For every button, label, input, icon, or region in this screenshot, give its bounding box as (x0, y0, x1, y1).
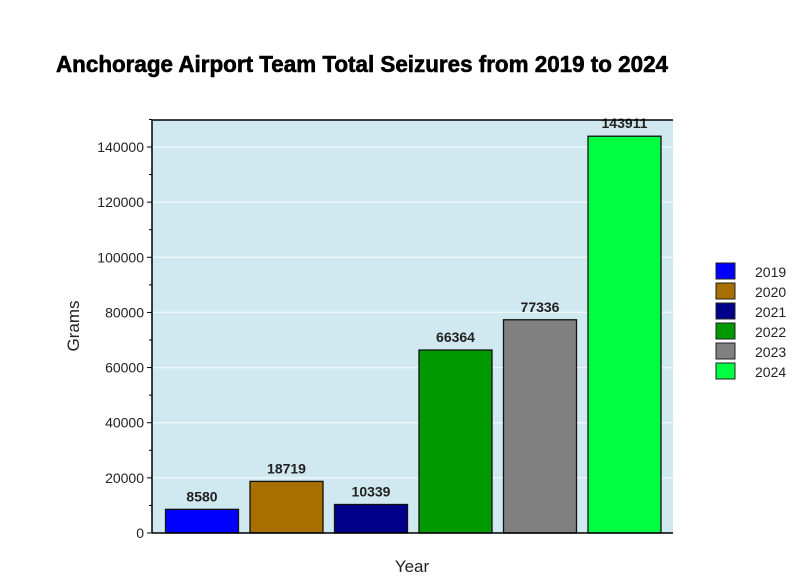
legend-label: 2023 (755, 344, 786, 360)
chart-title: Anchorage Airport Team Total Seizures fr… (56, 51, 668, 77)
legend-label: 2024 (755, 364, 786, 380)
bar-2022 (418, 349, 493, 534)
y-axis-label: Grams (64, 301, 83, 352)
bar-2020 (249, 480, 324, 534)
data-label: 18719 (267, 460, 306, 476)
data-label: 8580 (186, 488, 217, 504)
legend: 2019 2020 2021 2022 2023 2024 (715, 262, 786, 380)
data-label: 66364 (436, 329, 475, 345)
bar-2019 (164, 508, 240, 534)
bar-2021 (333, 503, 409, 534)
y-tick-label: 40000 (105, 415, 144, 431)
plot-area (152, 120, 673, 533)
legend-swatch-2021 (715, 302, 736, 320)
legend-label: 2022 (755, 324, 786, 340)
data-label: 77336 (521, 299, 560, 315)
y-tick-label: 140000 (97, 139, 144, 155)
y-tick-label: 100000 (97, 249, 144, 265)
legend-label: 2020 (755, 284, 786, 300)
data-label: 10339 (352, 483, 391, 499)
legend-swatch-2024 (715, 362, 736, 380)
bar-2023 (502, 319, 578, 534)
data-label: 143911 (602, 115, 648, 131)
y-tick-label: 0 (136, 525, 144, 541)
y-tick-label: 80000 (105, 304, 144, 320)
x-axis-label: Year (395, 557, 430, 576)
bar-2024 (587, 135, 662, 534)
y-tick-label: 20000 (105, 470, 144, 486)
legend-label: 2019 (755, 264, 786, 280)
legend-swatch-2020 (715, 282, 736, 300)
legend-swatch-2023 (715, 342, 736, 360)
legend-swatch-2019 (715, 262, 736, 280)
y-tick-label: 60000 (105, 360, 144, 376)
legend-label: 2021 (755, 304, 786, 320)
y-tick-label: 120000 (97, 194, 144, 210)
legend-swatch-2022 (715, 322, 736, 340)
